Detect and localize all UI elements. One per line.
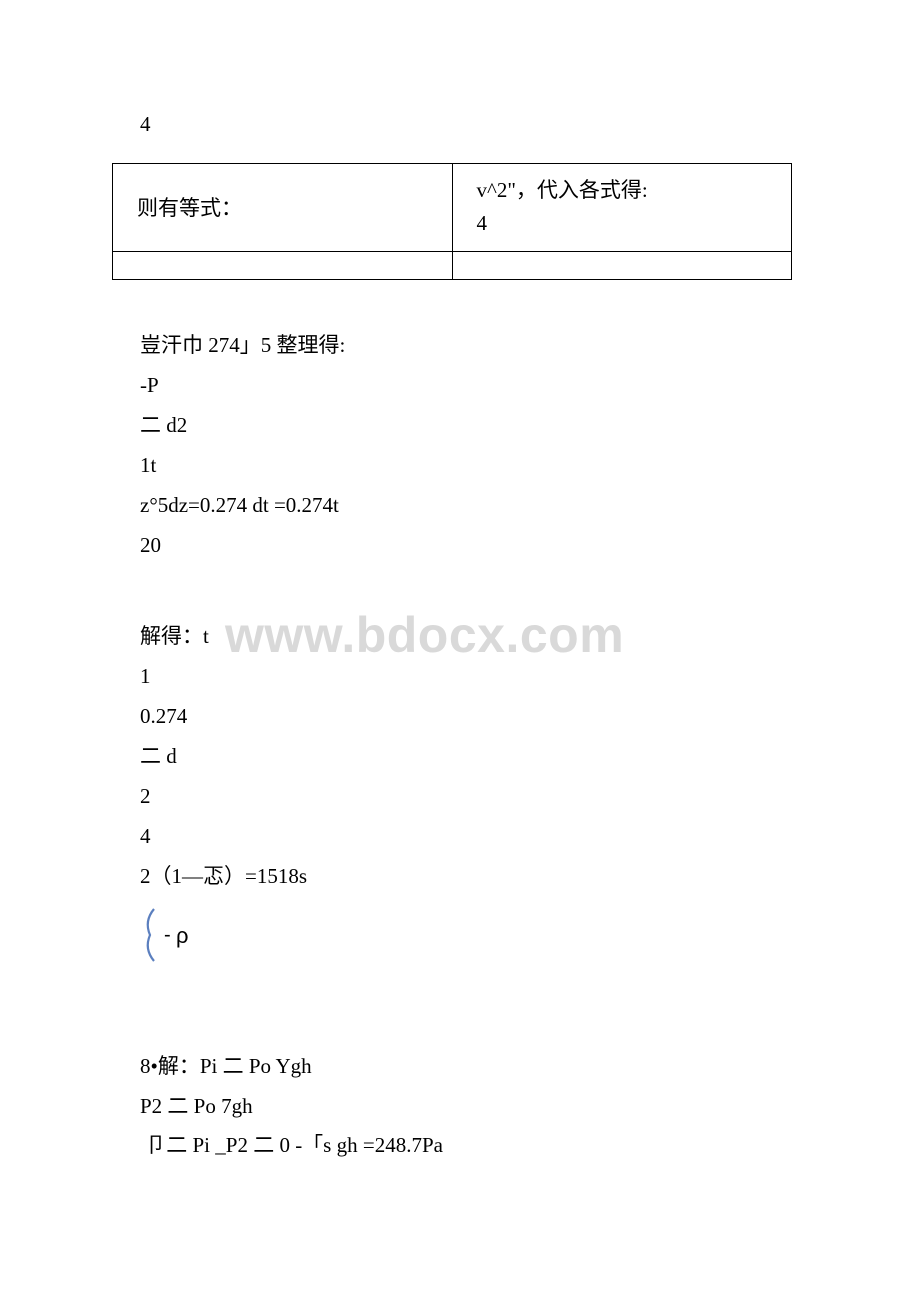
text-line: 1 — [140, 657, 780, 697]
svg-text:-: - — [164, 924, 171, 946]
text-line: 2（1—忑）=1518s — [140, 857, 780, 897]
table-cell-right: v^2"，代入各式得: 4 — [452, 163, 792, 251]
table-row: 则有等式： v^2"，代入各式得: 4 — [113, 163, 792, 251]
top-number: 4 — [140, 105, 780, 145]
text-line: -P — [140, 366, 780, 406]
text-line: P2 二 Po 7gh — [140, 1087, 780, 1127]
text-block-3: 8•解：Pi 二 Po Ygh P2 二 Po 7gh 卩二 Pi _P2 二 … — [140, 1047, 780, 1167]
table-cell-left: 则有等式： — [113, 163, 453, 251]
text-line: 4 — [140, 817, 780, 857]
text-line: 卩二 Pi _P2 二 0 -「s gh =248.7Pa — [140, 1126, 780, 1166]
document-body: 4 则有等式： v^2"，代入各式得: 4 豈汗巾 274」5 整理得: -P … — [140, 105, 780, 1166]
equation-table: 则有等式： v^2"，代入各式得: 4 — [112, 163, 792, 280]
text-line: 20 — [140, 526, 780, 566]
text-line: 解得：t — [140, 617, 780, 657]
brace-expression-icon: - ρ — [140, 903, 210, 967]
text-block-1: 豈汗巾 274」5 整理得: -P 二 d2 1t z°5dz=0.274 dt… — [140, 326, 780, 565]
table-cell-empty — [113, 252, 453, 280]
text-line: 2 — [140, 777, 780, 817]
text-line: 1t — [140, 446, 780, 486]
text-block-2: 解得：t 1 0.274 二 d 2 4 2（1—忑）=1518s - ρ — [140, 617, 780, 966]
text-line: z°5dz=0.274 dt =0.274t — [140, 486, 780, 526]
text-line: 二 d — [140, 737, 780, 777]
cell-line: v^2"，代入各式得: — [477, 174, 768, 208]
text-line: 0.274 — [140, 697, 780, 737]
text-line: 豈汗巾 274」5 整理得: — [140, 326, 780, 366]
text-line: 8•解：Pi 二 Po Ygh — [140, 1047, 780, 1087]
text-line: 二 d2 — [140, 406, 780, 446]
rho-symbol: ρ — [176, 923, 189, 948]
table-cell-empty — [452, 252, 792, 280]
cell-line: 4 — [477, 207, 768, 241]
table-row — [113, 252, 792, 280]
